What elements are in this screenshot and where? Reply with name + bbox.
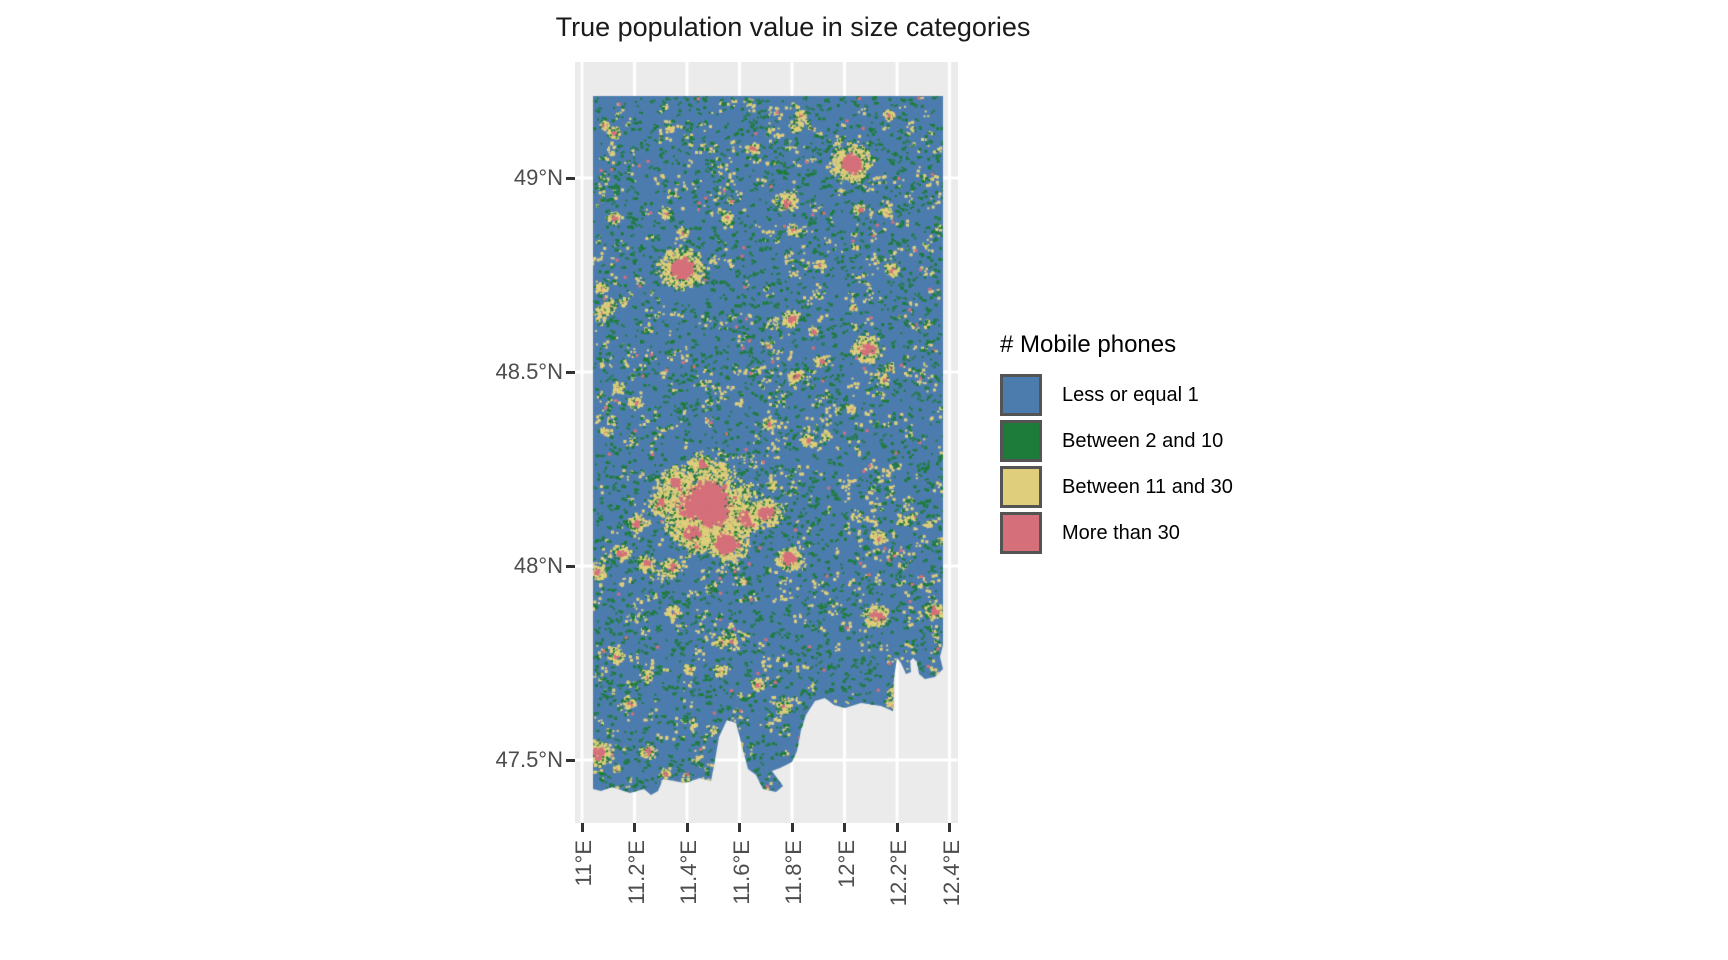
x-axis-label: 12°E bbox=[833, 840, 859, 888]
x-axis-label: 11.6°E bbox=[728, 840, 754, 905]
x-tick bbox=[580, 823, 584, 832]
x-axis-label: 12.2°E bbox=[886, 840, 911, 907]
legend-label: Less or equal 1 bbox=[1062, 383, 1199, 406]
legend-label: Between 2 and 10 bbox=[1062, 429, 1224, 452]
legend-swatch-more-than-30 bbox=[1000, 512, 1042, 554]
y-axis-label: 47.5°N bbox=[495, 747, 563, 772]
x-tick bbox=[738, 823, 741, 832]
legend-item: Between 2 and 10 bbox=[1000, 420, 1233, 462]
y-axis-label: 49°N bbox=[513, 165, 563, 190]
x-axis-label: 12.4°E bbox=[938, 840, 964, 907]
x-axis-label: 11.4°E bbox=[676, 840, 701, 905]
x-tick bbox=[948, 823, 951, 832]
legend-swatch-less-or-equal-1 bbox=[1000, 374, 1042, 416]
y-tick bbox=[566, 758, 575, 762]
legend-item: More than 30 bbox=[1000, 512, 1233, 554]
legend-item: Between 11 and 30 bbox=[1000, 466, 1233, 508]
x-tick bbox=[790, 823, 794, 832]
x-tick bbox=[843, 823, 846, 832]
legend-item: Less or equal 1 bbox=[1000, 374, 1233, 416]
x-tick bbox=[685, 823, 689, 832]
chart-title: True population value in size categories bbox=[555, 12, 1031, 42]
legend-title: # Mobile phones bbox=[1000, 331, 1177, 358]
y-axis-label: 48.5°N bbox=[495, 359, 563, 384]
y-tick bbox=[566, 176, 575, 180]
legend: # Mobile phones Less or equal 1 Between … bbox=[1000, 331, 1233, 558]
legend-swatch-between-11-and-30 bbox=[1000, 466, 1042, 508]
y-tick bbox=[566, 564, 575, 568]
legend-label: Between 11 and 30 bbox=[1062, 475, 1233, 498]
x-axis-label: 11°E bbox=[571, 840, 596, 887]
x-tick bbox=[895, 823, 899, 832]
legend-label: More than 30 bbox=[1062, 521, 1180, 544]
x-axis-label: 11.2°E bbox=[623, 840, 649, 905]
x-axis-label: 11.8°E bbox=[781, 840, 806, 905]
map-canvas bbox=[575, 62, 958, 823]
y-tick bbox=[566, 370, 575, 374]
legend-swatch-between-2-and-10 bbox=[1000, 420, 1042, 462]
x-tick bbox=[633, 823, 636, 832]
plot-panel bbox=[575, 62, 958, 823]
y-axis-label: 48°N bbox=[513, 553, 563, 578]
